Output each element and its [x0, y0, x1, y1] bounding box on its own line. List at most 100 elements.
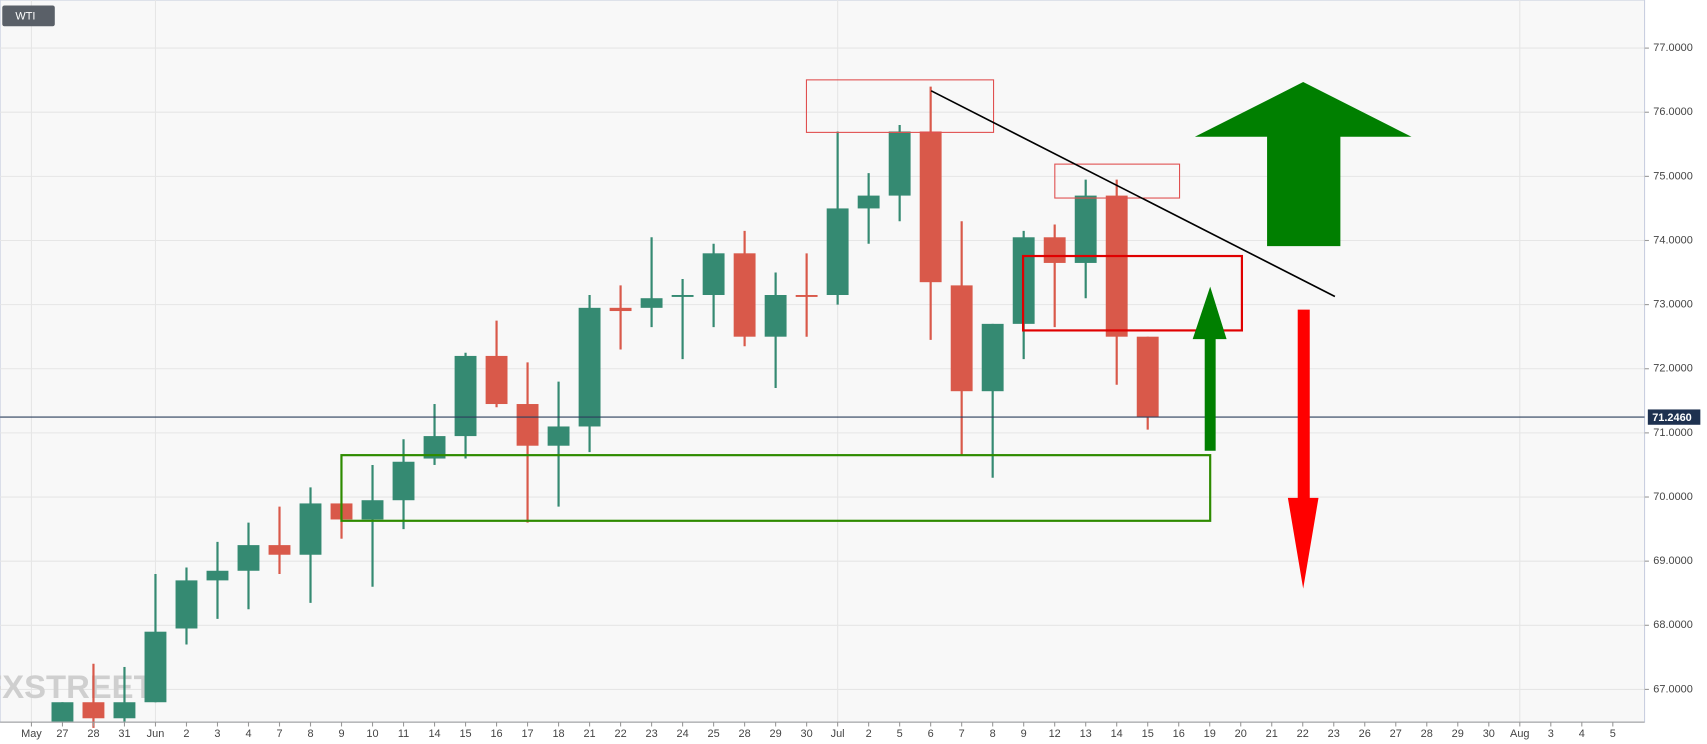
x-tick-label: 13: [1080, 728, 1092, 740]
x-tick-label: 31: [118, 728, 130, 740]
candle-body: [857, 195, 880, 209]
candle-body: [919, 131, 942, 283]
candle-body: [1105, 195, 1128, 337]
grid: [0, 0, 1645, 723]
y-tick-label: 72.0000: [1653, 363, 1693, 375]
candle-body: [578, 307, 601, 427]
y-tick-label: 68.0000: [1653, 619, 1693, 631]
candle-body: [82, 702, 105, 719]
y-tick-label: 71.0000: [1653, 427, 1693, 439]
x-tick-label: 7: [276, 728, 282, 740]
plot-area: [0, 0, 1646, 723]
x-tick-label: 14: [1111, 728, 1123, 740]
x-tick-label: 15: [1142, 728, 1154, 740]
x-tick-label: 7: [959, 728, 965, 740]
x-tick-label: 10: [366, 728, 378, 740]
x-tick-label: 3: [1548, 728, 1554, 740]
candle-body: [175, 580, 198, 629]
candle-body: [764, 295, 787, 337]
x-tick-label: 24: [677, 728, 689, 740]
x-tick-label: Aug: [1510, 728, 1529, 740]
x-tick-label: 18: [552, 728, 564, 740]
x-tick-label: 28: [1421, 728, 1433, 740]
y-tick-label: 69.0000: [1653, 555, 1693, 567]
x-tick-label: 22: [1297, 728, 1309, 740]
candle-body: [237, 545, 260, 571]
watermark: FXSTREET: [0, 668, 154, 705]
candle-body: [423, 436, 446, 459]
candle-body: [609, 307, 632, 312]
y-tick-label: 74.0000: [1653, 234, 1693, 246]
x-tick-label: 21: [1266, 728, 1278, 740]
y-tick-label: 75.0000: [1653, 170, 1693, 182]
resistance-box: [805, 79, 995, 133]
y-tick-label: 73.0000: [1653, 299, 1693, 311]
x-tick-label: 27: [56, 728, 68, 740]
last-price-badge: [1647, 409, 1701, 425]
candle-body: [950, 285, 973, 392]
candle-body: [888, 131, 911, 196]
x-tick-label: 23: [646, 728, 658, 740]
y-tick-label: 77.0000: [1653, 42, 1693, 54]
x-tick-label: 6: [928, 728, 934, 740]
x-tick-label: 3: [214, 728, 220, 740]
x-tick-label: 4: [245, 728, 251, 740]
support-box: [340, 454, 1212, 522]
x-tick-label: 5: [1610, 728, 1616, 740]
x-tick-label: 23: [1328, 728, 1340, 740]
candle-body: [144, 631, 167, 703]
x-tick-label: 11: [398, 728, 409, 740]
x-tick-label: 15: [459, 728, 471, 740]
candle-body: [361, 500, 384, 520]
title-badge: [2, 5, 55, 27]
candle-body: [268, 545, 291, 555]
candle-body: [113, 702, 136, 719]
x-tick-label: 21: [583, 728, 595, 740]
x-tick-label: Jul: [831, 728, 845, 740]
x-tick-label: 30: [801, 728, 813, 740]
y-tick-label: 70.0000: [1653, 491, 1693, 503]
candle-body: [454, 355, 477, 437]
x-tick-label: 22: [614, 728, 626, 740]
resistance-box: [1054, 163, 1181, 199]
candle-body: [733, 253, 756, 337]
candle-body: [392, 461, 415, 501]
annotations: [340, 79, 1412, 589]
x-tick-label: 29: [770, 728, 782, 740]
axis: 67.0000 68.0000 69.0000 70.0000 71.0000 72.00…: [21, 42, 1701, 740]
x-tick-label: 14: [428, 728, 440, 740]
x-tick-label: 16: [1173, 728, 1185, 740]
down-arrow: [1287, 309, 1319, 589]
y-tick-label: 76.0000: [1653, 106, 1693, 118]
candle-body: [1136, 336, 1159, 417]
candle-body: [671, 295, 694, 297]
x-tick-label: 20: [1235, 728, 1247, 740]
x-tick-label: 9: [338, 728, 344, 740]
x-tick-label: 25: [708, 728, 720, 740]
candle-body: [826, 208, 849, 296]
up-arrow: [1192, 286, 1227, 451]
candle-body: [1043, 237, 1066, 263]
x-tick-label: 28: [87, 728, 99, 740]
x-tick-label: 12: [1049, 728, 1061, 740]
candle-body: [51, 702, 74, 722]
x-tick-label: 19: [1204, 728, 1216, 740]
candle-body: [795, 295, 818, 297]
x-tick-label: 28: [739, 728, 751, 740]
x-tick-label: 9: [1021, 728, 1027, 740]
x-tick-label: 8: [307, 728, 313, 740]
x-tick-label: 8: [990, 728, 996, 740]
candle-body: [640, 298, 663, 308]
up-arrow: [1194, 82, 1412, 247]
x-tick-label: 5: [897, 728, 903, 740]
candle-body: [206, 570, 229, 581]
x-tick-label: 16: [490, 728, 502, 740]
x-tick-label: 4: [1579, 728, 1585, 740]
trend-line: [930, 90, 1336, 298]
x-tick-label: 17: [521, 728, 533, 740]
x-tick-label: 2: [183, 728, 189, 740]
x-tick-label: 26: [1359, 728, 1371, 740]
y-tick-label: 67.0000: [1653, 683, 1693, 695]
candle-body: [547, 426, 570, 446]
